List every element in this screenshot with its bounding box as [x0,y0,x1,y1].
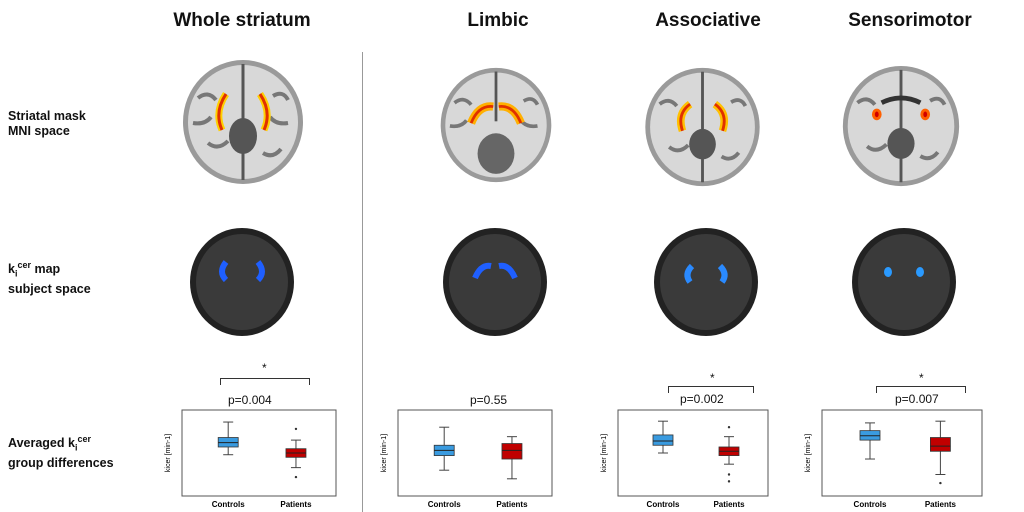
plot-frame [397,409,553,497]
star-whole: * [262,361,267,375]
map-word: map [30,262,61,277]
avg-sub: i [74,442,78,453]
row-label-avg-line2: group differences [8,455,114,470]
outlier-point [727,480,731,483]
x-tick-label: Patients [925,500,957,509]
x-tick-label: Controls [428,500,461,509]
column-title-whole-striatum: Whole striatum [173,10,311,31]
p-value-limbic: p=0.55 [470,393,508,407]
avg-prefix: Averaged k [8,436,75,451]
y-axis-label: kicer [min-1] [381,434,388,472]
mni-brain-sensorimotor [842,65,960,187]
mni-brain-associative [645,67,760,187]
boxplot-whole-striatum: kicer [min-1] Controls Patients [165,409,337,509]
ki-sup: cer [17,260,31,270]
x-tick-label: Patients [713,500,745,509]
bracket-whole [220,378,310,385]
outlier-point [294,427,298,431]
outlier-point [939,481,942,485]
x-tick-label: Controls [854,500,887,509]
y-axis-label: kicer [min-1] [601,434,608,472]
mni-brain-whole [183,60,303,184]
x-tick-label: Patients [496,500,528,509]
ki-map-associative [654,228,758,336]
y-axis-label: kicer [min-1] [165,434,172,472]
x-tick-label: Controls [647,500,680,509]
ki-map-whole [190,228,294,336]
row-label-ki-map: kicer map subject space [8,258,91,297]
plot-frame [181,409,337,497]
x-tick-label: Patients [280,500,312,509]
row-label-map-line2: subject space [8,281,91,296]
row-label-mask-line1: Striatal mask [8,109,86,123]
box-patients [929,437,951,452]
avg-sup: cer [77,434,91,444]
plot-frame [821,409,983,497]
p-value-sensorimotor: p=0.007 [895,392,939,406]
row-label-averaged: Averaged kicer group differences [8,432,114,471]
ki-map-limbic [443,228,547,336]
box-patients [501,443,523,460]
row-label-striatal-mask: Striatal mask MNI space [8,109,86,139]
column-title-limbic: Limbic [467,10,529,31]
p-value-whole: p=0.004 [228,393,272,407]
ki-symbol: k [8,262,15,277]
boxplot-sensorimotor: kicer [min-1] Controls Patients [805,409,983,509]
y-axis-label: kicer [min-1] [805,434,812,472]
star-sensorimotor: * [919,371,924,385]
column-title-sensorimotor: Sensorimotor [848,10,972,31]
mni-brain-limbic [440,67,552,183]
plot-frame [617,409,769,497]
outlier-point [294,475,298,479]
outlier-point [727,426,731,429]
x-tick-label: Controls [212,500,245,509]
column-title-associative: Associative [655,10,761,31]
p-value-associative: p=0.002 [680,392,724,406]
ki-map-sensorimotor [852,228,956,336]
boxplot-limbic: kicer [min-1] Controls Patients [381,409,553,509]
boxplot-associative: kicer [min-1] Controls Patients [601,409,769,509]
column-divider [362,52,363,512]
row-label-mask-line2: MNI space [8,124,70,138]
bracket-sensorimotor [876,386,966,393]
star-associative: * [710,371,715,385]
box-controls [652,434,674,446]
outlier-point [727,473,731,476]
bracket-associative [668,386,754,393]
ki-sub: i [14,268,18,279]
